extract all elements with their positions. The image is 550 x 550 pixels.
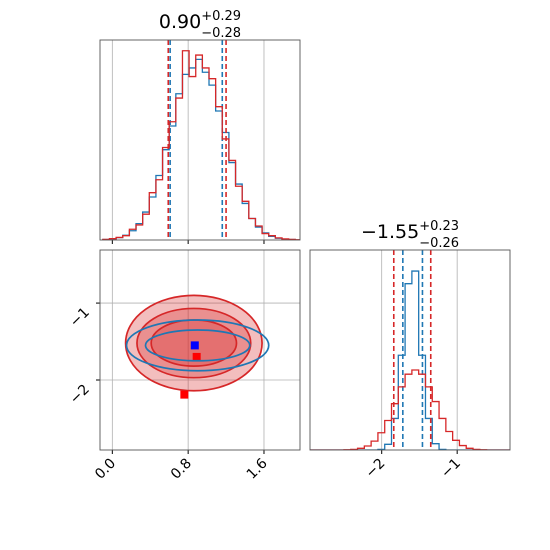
panel: 0.90+0.29−0.28 [99,9,301,244]
panel: −2 −1−1.55+0.23−0.26 [309,219,511,482]
plot-area [100,250,300,450]
contour [144,329,251,362]
panel-title: 0.90+0.29 [159,9,241,33]
histogram-step [310,369,510,450]
x-tick-label: 0.8 [168,456,195,483]
plot-area [102,40,300,240]
title-value: −1.55 [361,221,419,243]
x-tick-label: 1.6 [244,455,271,482]
frame [99,39,301,241]
title-lower: −0.28 [201,26,241,41]
title-upper: +0.23 [419,219,459,234]
x-tick-label: 0.0 [92,456,119,483]
y-tick-label: −2 [67,382,93,408]
title-upper: +0.29 [201,9,241,24]
point [190,341,199,350]
histogram-step [102,58,300,240]
histogram-step [310,270,510,450]
y-tick-label: −1 [67,305,93,331]
frame [99,249,301,451]
frame [309,249,511,451]
title-value: 0.90 [159,11,201,33]
x-tick-label: −2 [363,456,389,482]
histogram-step [102,50,300,240]
point [192,352,201,361]
panel: 0.0 0.8 1.6 −1 −2 [67,249,301,483]
plot-area [310,250,510,450]
panel-title: −1.55+0.23 [361,219,459,243]
x-tick-label: −1 [438,456,464,482]
title-lower: −0.26 [419,236,459,251]
point [180,390,189,399]
contour [125,319,270,372]
